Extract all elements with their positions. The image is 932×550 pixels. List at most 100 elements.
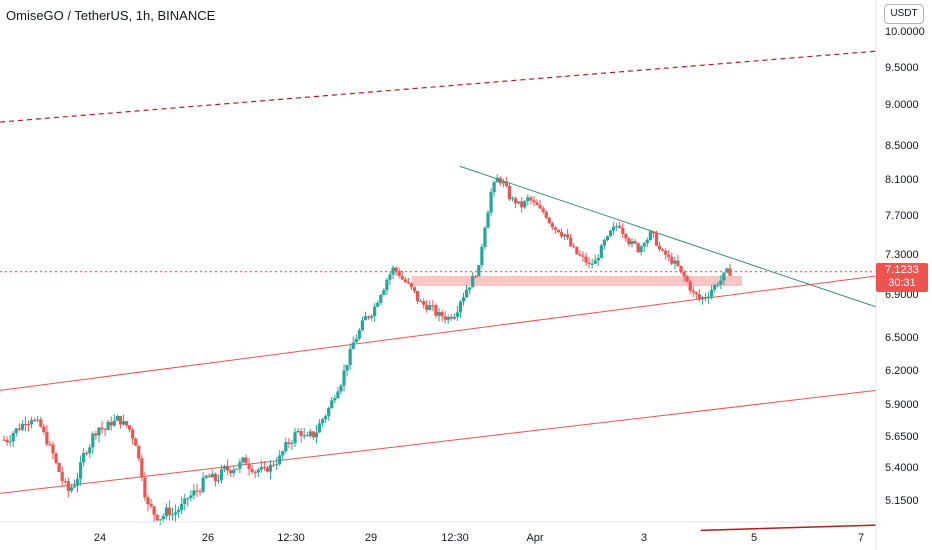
price-tick-label: 6.2000 bbox=[885, 365, 919, 377]
candle-body bbox=[91, 433, 95, 448]
candle-body bbox=[725, 268, 729, 273]
candle-body bbox=[452, 316, 456, 319]
candle-body bbox=[20, 423, 24, 430]
candle-body bbox=[109, 421, 113, 426]
candle-body bbox=[170, 514, 175, 516]
candle-body bbox=[330, 400, 334, 409]
candle-body bbox=[11, 433, 15, 442]
candle-body bbox=[348, 349, 352, 366]
candle-body bbox=[339, 385, 343, 392]
candle-body bbox=[630, 241, 634, 245]
candle-body bbox=[578, 254, 582, 256]
candle-body bbox=[63, 481, 67, 483]
candle-body bbox=[510, 198, 515, 200]
candle-body bbox=[440, 312, 444, 317]
candle-body bbox=[250, 469, 254, 472]
candle-body bbox=[167, 507, 172, 516]
candle-body bbox=[60, 471, 64, 482]
candle-body bbox=[259, 466, 263, 470]
candle-body bbox=[366, 316, 371, 318]
candle-body bbox=[222, 466, 227, 470]
candle-body bbox=[241, 457, 245, 463]
candle-body bbox=[388, 274, 392, 280]
candle-body bbox=[706, 296, 711, 298]
candle-body bbox=[78, 462, 83, 479]
candle-body bbox=[232, 469, 236, 474]
candle-body bbox=[39, 419, 43, 427]
candle-body bbox=[189, 495, 193, 499]
candle-body bbox=[48, 444, 52, 446]
candle-body bbox=[137, 445, 141, 459]
candle-body bbox=[271, 464, 276, 466]
candle-body bbox=[115, 415, 119, 421]
candle-body bbox=[437, 312, 441, 316]
candle-body bbox=[296, 431, 300, 433]
candle-body bbox=[327, 408, 331, 417]
candle-body bbox=[562, 234, 567, 237]
currency-selector[interactable]: USDT bbox=[884, 4, 924, 24]
candle-body bbox=[299, 431, 303, 436]
candle-body bbox=[314, 432, 319, 438]
candle-body bbox=[207, 475, 211, 478]
candle-body bbox=[483, 227, 487, 247]
candle-body bbox=[645, 239, 649, 244]
candle-body bbox=[700, 297, 705, 300]
candle-body bbox=[685, 276, 689, 282]
candle-body bbox=[354, 338, 358, 343]
time-tick-label: 7 bbox=[858, 532, 864, 544]
candle-body bbox=[412, 287, 417, 292]
price-axis[interactable]: 10.0000 9.5000 9.0000 8.5000 8.1000 7.7000 7.3… bbox=[885, 26, 925, 507]
candle-body bbox=[492, 182, 496, 193]
candle-body bbox=[29, 419, 34, 425]
candle-body bbox=[584, 256, 588, 263]
candle-body bbox=[397, 271, 401, 276]
candle-body bbox=[360, 320, 365, 331]
time-tick-label: 3 bbox=[641, 532, 647, 544]
price-tick-label: 5.6500 bbox=[885, 431, 919, 443]
candle-body bbox=[235, 468, 239, 470]
candle-body bbox=[544, 211, 548, 218]
candle-body bbox=[72, 485, 77, 488]
candle-body bbox=[247, 463, 251, 470]
candle-body bbox=[651, 231, 656, 234]
candle-body bbox=[636, 243, 640, 253]
candle-body bbox=[633, 241, 637, 244]
candle-body bbox=[682, 271, 686, 277]
candle-body bbox=[36, 419, 40, 421]
candle-body bbox=[204, 475, 208, 478]
candle-body bbox=[45, 431, 49, 445]
time-axis[interactable]: 24 26 12:30 29 12:30 Apr 3 5 7 bbox=[94, 532, 864, 544]
candle-body bbox=[118, 415, 123, 425]
candle-body bbox=[664, 250, 668, 255]
candle-body bbox=[654, 233, 659, 246]
candle-body bbox=[443, 316, 447, 320]
candle-body bbox=[611, 226, 616, 231]
price-tick-label: 5.4000 bbox=[885, 462, 919, 474]
candle-body bbox=[127, 425, 132, 430]
candle-body bbox=[697, 294, 701, 300]
candle-body bbox=[513, 198, 518, 204]
candle-body bbox=[419, 301, 423, 303]
channel-mid-line bbox=[0, 275, 877, 391]
candle-body bbox=[526, 197, 530, 202]
candle-body bbox=[590, 263, 594, 265]
candle-body bbox=[618, 226, 622, 228]
candle-body bbox=[158, 519, 162, 521]
candle-body bbox=[596, 257, 600, 261]
candle-body bbox=[290, 443, 294, 445]
time-tick-label: Apr bbox=[526, 532, 543, 544]
candle-body bbox=[676, 260, 680, 266]
candle-body bbox=[336, 391, 340, 399]
support-zone bbox=[412, 276, 742, 286]
candle-body bbox=[161, 516, 165, 520]
time-tick-label: 12:30 bbox=[277, 532, 305, 544]
candle-body bbox=[238, 462, 242, 469]
candle-body bbox=[226, 466, 230, 471]
price-tick-label: 6.5000 bbox=[885, 332, 919, 344]
candle-body bbox=[461, 297, 466, 302]
candle-body bbox=[198, 491, 202, 493]
candle-body bbox=[149, 504, 153, 507]
price-tick-label: 8.1000 bbox=[885, 174, 919, 186]
drawings-layer bbox=[0, 50, 877, 532]
